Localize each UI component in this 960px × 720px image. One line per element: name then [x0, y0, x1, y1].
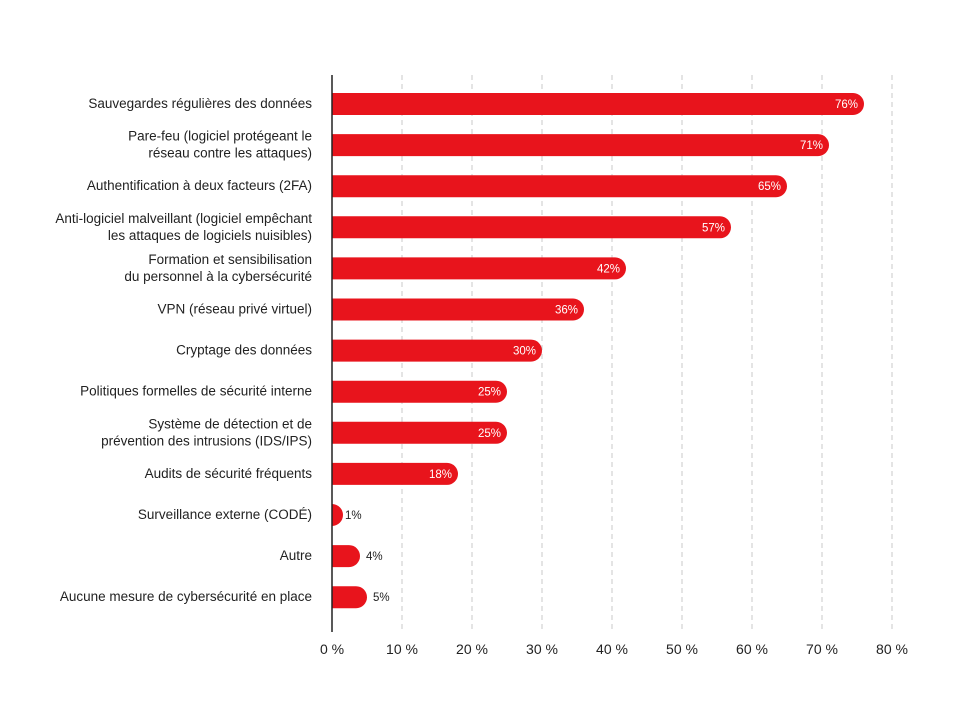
- category-label: Authentification à deux facteurs (2FA): [87, 178, 312, 193]
- category-label-line: Autre: [280, 548, 312, 563]
- bar: [332, 134, 830, 157]
- bar: [332, 586, 367, 609]
- bar: [332, 504, 343, 526]
- bar-value-label: 18%: [429, 469, 452, 481]
- bar: [332, 421, 508, 444]
- x-tick-label: 70 %: [806, 641, 838, 657]
- bar: [332, 380, 508, 403]
- bar: [332, 298, 584, 321]
- bar-value-label: 4%: [366, 551, 383, 563]
- category-label-line: prévention des intrusions (IDS/IPS): [101, 433, 312, 448]
- category-label: Système de détection et de prévention des…: [101, 416, 312, 448]
- category-label-line: Anti-logiciel malveillant (logiciel empê…: [55, 211, 312, 226]
- bar: [332, 175, 787, 198]
- bar-value-label: 5%: [373, 592, 390, 604]
- bar-value-label: 1%: [345, 510, 362, 522]
- category-label-line: Audits de sécurité fréquents: [145, 466, 313, 481]
- x-tick-label: 10 %: [386, 641, 418, 657]
- category-label-line: Sauvegardes régulières des données: [88, 96, 312, 111]
- category-label-line: réseau contre les attaques): [148, 146, 312, 161]
- bar-value-label: 42%: [597, 263, 620, 275]
- bar: [332, 93, 864, 115]
- x-tick-label: 20 %: [456, 641, 488, 657]
- category-label: Formation et sensibilisation du personnel…: [124, 252, 312, 284]
- x-tick-label: 0 %: [320, 641, 344, 657]
- x-tick-label: 50 %: [666, 641, 698, 657]
- x-tick-label: 40 %: [596, 641, 628, 657]
- category-label-line: Cryptage des données: [176, 343, 312, 358]
- category-label: Politiques formelles de sécurité interne: [80, 384, 312, 399]
- category-label-line: Politiques formelles de sécurité interne: [80, 384, 312, 399]
- bar-value-label: 25%: [478, 428, 501, 440]
- bar: [332, 216, 731, 239]
- category-label-line: Surveillance externe (CODÉ): [138, 507, 312, 522]
- category-label: Anti-logiciel malveillant (logiciel empê…: [55, 211, 312, 243]
- category-label: Sauvegardes régulières des données: [88, 96, 312, 111]
- bar-value-label: 57%: [702, 222, 725, 234]
- bar-value-label: 76%: [835, 99, 858, 111]
- category-label-line: Formation et sensibilisation: [148, 252, 312, 267]
- bar-value-label: 30%: [513, 346, 536, 358]
- x-tick-label: 60 %: [736, 641, 768, 657]
- bar-value-label: 65%: [758, 181, 781, 193]
- bar: [332, 462, 458, 485]
- category-label: VPN (réseau privé virtuel): [157, 302, 312, 317]
- category-label-line: du personnel à la cybersécurité: [124, 269, 312, 284]
- gridlines: [401, 75, 893, 632]
- category-label: Aucune mesure de cybersécurité en place: [60, 589, 312, 604]
- bars: [332, 93, 864, 609]
- category-label-line: Pare-feu (logiciel protégeant le: [128, 129, 312, 144]
- category-label-line: les attaques de logiciels nuisibles): [108, 228, 312, 243]
- bar-value-label: 71%: [800, 140, 823, 152]
- x-tick-label: 30 %: [526, 641, 558, 657]
- category-label-line: VPN (réseau privé virtuel): [157, 302, 312, 317]
- category-label: Autre: [280, 548, 312, 563]
- category-label-line: Authentification à deux facteurs (2FA): [87, 178, 312, 193]
- x-axis-tick-labels: 0 % 10 % 20 % 30 % 40 % 50 % 60 % 70 % 80 %: [320, 641, 908, 657]
- bar: [332, 545, 360, 568]
- bar: [332, 339, 542, 362]
- bar-value-labels: 76% 71% 65% 57% 42% 36% 30% 25% 25% 18% 1% 4% 5%: [345, 99, 858, 604]
- category-labels: Sauvegardes régulières des données Pare-f…: [55, 96, 312, 604]
- category-label: Surveillance externe (CODÉ): [138, 507, 312, 522]
- bar-value-label: 36%: [555, 305, 578, 317]
- category-label-line: Aucune mesure de cybersécurité en place: [60, 589, 312, 604]
- category-label: Cryptage des données: [176, 343, 312, 358]
- category-label-line: Système de détection et de: [148, 416, 312, 431]
- x-tick-label: 80 %: [876, 641, 908, 657]
- bar-value-label: 25%: [478, 387, 501, 399]
- category-label: Audits de sécurité fréquents: [145, 466, 313, 481]
- category-label: Pare-feu (logiciel protégeant le réseau c…: [128, 129, 312, 161]
- bar: [332, 257, 626, 280]
